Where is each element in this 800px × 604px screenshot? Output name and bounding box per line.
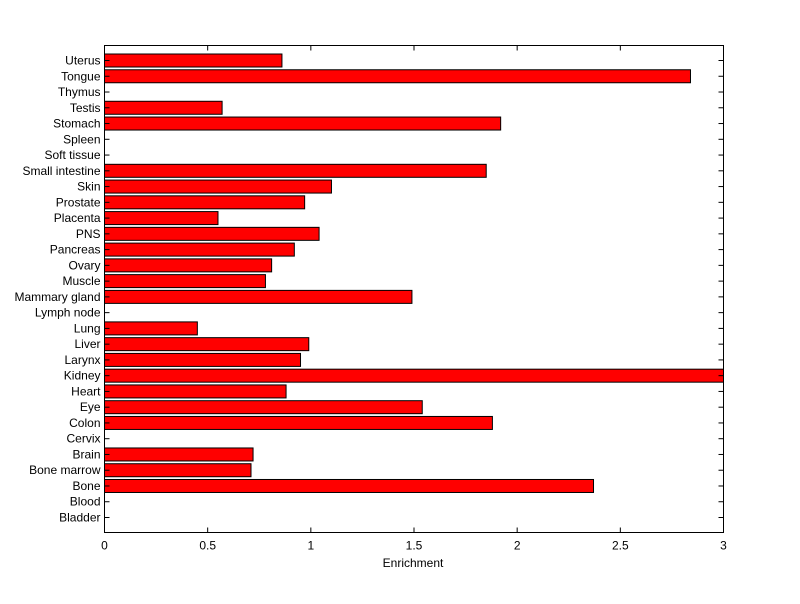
bar-ovary <box>104 258 273 273</box>
x-tick-label: 0.5 <box>199 539 216 553</box>
bar-heart <box>104 384 287 399</box>
y-tick-label: Ovary <box>68 258 100 272</box>
y-tick-label: Bone marrow <box>29 463 101 477</box>
bar-skin <box>104 179 332 194</box>
y-tick-label: Larynx <box>64 353 100 367</box>
x-tick-label: 0 <box>101 539 108 553</box>
bar-bone-marrow <box>104 463 252 478</box>
bar-liver <box>104 337 310 352</box>
y-tick-label: Heart <box>71 384 101 398</box>
x-axis-label: Enrichment <box>383 556 444 570</box>
bar-testis <box>104 100 223 115</box>
x-tick-label: 3 <box>720 539 727 553</box>
y-tick-label: Kidney <box>64 369 101 383</box>
y-tick-label: PNS <box>76 227 101 241</box>
y-tick-label: Uterus <box>65 54 100 68</box>
y-tick-label: Tongue <box>61 69 101 83</box>
bar-eye <box>104 400 423 415</box>
bar-kidney <box>104 368 724 383</box>
x-tick-label: 1.5 <box>406 539 423 553</box>
y-tick-label: Blood <box>70 495 101 509</box>
bar-mammary-gland <box>104 289 413 304</box>
y-tick-label: Brain <box>72 447 100 461</box>
bar-stomach <box>104 116 502 131</box>
y-tick-label: Bladder <box>59 511 100 525</box>
y-tick-label: Mammary gland <box>14 290 100 304</box>
bar-brain <box>104 447 254 462</box>
x-tick-label: 1 <box>307 539 314 553</box>
bar-lung <box>104 321 198 336</box>
bar-bone <box>104 478 595 493</box>
bar-colon <box>104 415 493 430</box>
y-tick-label: Liver <box>74 337 100 351</box>
y-tick-label: Skin <box>77 180 100 194</box>
y-tick-label: Small intestine <box>22 164 100 178</box>
y-tick-label: Stomach <box>53 117 100 131</box>
bar-muscle <box>104 274 266 289</box>
y-tick-label: Soft tissue <box>44 148 100 162</box>
bar-tongue <box>104 69 691 84</box>
bar-small-intestine <box>104 163 487 178</box>
bar-prostate <box>104 195 306 210</box>
y-tick-label: Lymph node <box>35 306 101 320</box>
y-tick-label: Muscle <box>62 274 100 288</box>
bar-larynx <box>104 352 302 367</box>
bar-pns <box>104 226 320 241</box>
y-tick-label: Placenta <box>54 211 101 225</box>
y-tick-label: Eye <box>80 400 101 414</box>
plot-frame <box>104 45 724 533</box>
y-tick-label: Testis <box>70 101 101 115</box>
bar-uterus <box>104 53 283 68</box>
y-tick-label: Prostate <box>56 195 101 209</box>
bar-placenta <box>104 211 219 226</box>
y-tick-label: Spleen <box>63 132 100 146</box>
bar-pancreas <box>104 242 295 257</box>
y-tick-label: Lung <box>74 321 101 335</box>
y-tick-label: Bone <box>72 479 100 493</box>
y-tick-label: Thymus <box>58 85 101 99</box>
y-tick-label: Colon <box>69 416 100 430</box>
x-tick-label: 2.5 <box>612 539 629 553</box>
y-tick-label: Cervix <box>66 432 100 446</box>
x-tick-label: 2 <box>514 539 521 553</box>
y-tick-label: Pancreas <box>50 243 101 257</box>
